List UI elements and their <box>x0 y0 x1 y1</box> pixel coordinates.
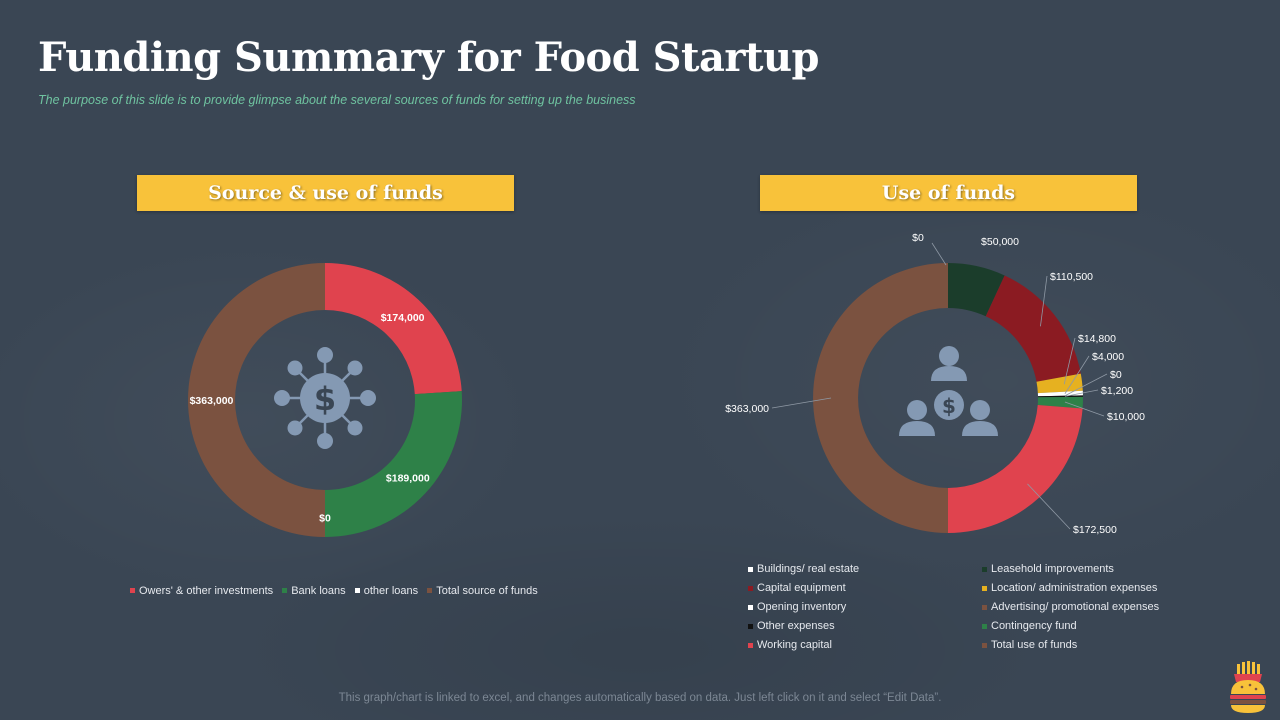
leader-line <box>1064 373 1108 397</box>
legend-item[interactable]: Owers' & other investments <box>130 585 273 597</box>
legend-item[interactable]: Opening inventory <box>748 601 982 613</box>
donut-slice[interactable] <box>1036 373 1083 394</box>
leader-line <box>1064 401 1105 417</box>
donut-slice[interactable] <box>325 391 462 537</box>
leader-line <box>1064 389 1099 397</box>
page-subtitle: The purpose of this slide is to provide … <box>38 93 636 107</box>
leader-line <box>1040 275 1048 327</box>
legend-item[interactable]: Working capital <box>748 639 982 651</box>
svg-text:$: $ <box>942 394 956 418</box>
svg-text:$: $ <box>314 380 336 418</box>
leader-line <box>1063 337 1076 385</box>
legend-item[interactable]: Total source of funds <box>427 585 538 597</box>
legend-item[interactable]: Contingency fund <box>982 620 1188 632</box>
legend-item[interactable]: Bank loans <box>282 585 346 597</box>
left-chart-legend: Owers' & other investments Bank loans ot… <box>130 584 544 597</box>
people-money-icon: $ <box>899 346 998 436</box>
data-label: $363,000 <box>725 403 769 415</box>
left-donut-chart[interactable] <box>188 263 462 537</box>
legend-item[interactable]: other loans <box>354 585 418 597</box>
donut-slice[interactable] <box>813 263 948 533</box>
right-donut-chart[interactable] <box>813 263 1083 533</box>
legend-item[interactable]: Advertising/ promotional expenses <box>982 601 1188 613</box>
donut-slice[interactable] <box>985 275 1081 382</box>
data-label: $14,800 <box>1078 333 1116 345</box>
data-label: $0 <box>319 513 331 525</box>
legend-item[interactable]: Buildings/ real estate <box>748 563 982 575</box>
leader-line <box>931 242 947 266</box>
leader-line <box>1027 483 1071 530</box>
donut-slice[interactable] <box>325 263 462 395</box>
data-label: $0 <box>1110 369 1122 381</box>
legend-item[interactable]: Other expenses <box>748 620 982 632</box>
right-chart-legend: Buildings/ real estate Leasehold improve… <box>748 563 1188 651</box>
data-label: $50,000 <box>981 236 1019 248</box>
data-label: $1,200 <box>1101 385 1133 397</box>
page-title: Funding Summary for Food Startup <box>38 34 820 81</box>
left-chart-banner: Source & use of funds <box>137 175 514 211</box>
legend-item[interactable]: Capital equipment <box>748 582 982 594</box>
right-chart-banner: Use of funds <box>760 175 1137 211</box>
data-label: $110,500 <box>1050 271 1093 283</box>
data-label: $0 <box>912 232 924 244</box>
donut-slice[interactable] <box>1037 396 1083 409</box>
footer-note: This graph/chart is linked to excel, and… <box>338 692 942 704</box>
legend-item[interactable]: Total use of funds <box>982 639 1188 651</box>
data-labels: $174,000 $189,000 $0 $363,000 $0 $50,000 $110,… <box>190 232 1146 536</box>
donut-slice[interactable] <box>948 263 1005 317</box>
money-network-icon: $ <box>274 347 376 449</box>
donut-slice[interactable] <box>948 405 1083 533</box>
data-label: $172,500 <box>1073 524 1117 536</box>
data-label: $4,000 <box>1092 351 1124 363</box>
leader-line <box>771 397 832 409</box>
leader-line <box>1064 355 1090 394</box>
burger-fries-icon <box>1230 661 1266 713</box>
data-label: $363,000 <box>190 395 234 407</box>
data-label: $174,000 <box>381 312 425 324</box>
donut-slice[interactable] <box>1037 395 1083 398</box>
data-label: $10,000 <box>1107 411 1145 423</box>
donut-slice[interactable] <box>188 263 325 537</box>
legend-item[interactable]: Location/ administration expenses <box>982 582 1188 594</box>
data-label: $189,000 <box>386 473 430 485</box>
legend-item[interactable]: Leasehold improvements <box>982 563 1188 575</box>
